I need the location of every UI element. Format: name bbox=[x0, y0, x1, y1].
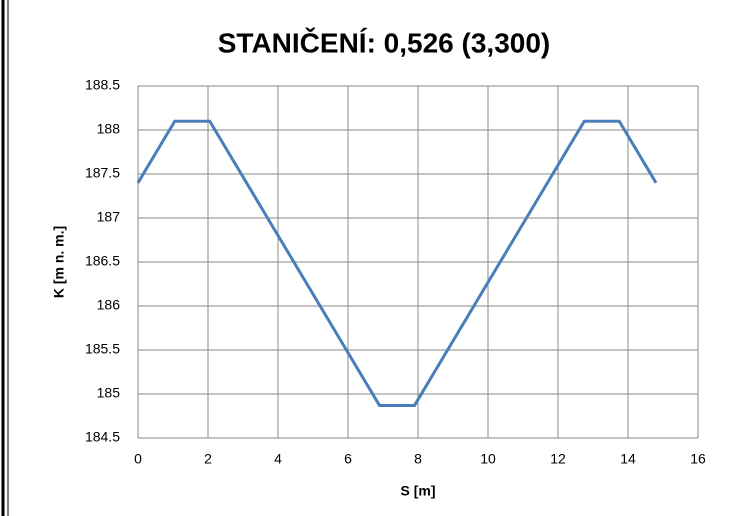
x-tick-label: 8 bbox=[414, 451, 422, 467]
y-axis-label: K [m n. m.] bbox=[51, 226, 67, 298]
x-tick-label: 16 bbox=[690, 451, 706, 467]
x-tick-label: 10 bbox=[480, 451, 496, 467]
x-tick-label: 0 bbox=[134, 451, 142, 467]
y-tick-label: 187 bbox=[97, 209, 121, 225]
x-axis-label: S [m] bbox=[401, 483, 436, 499]
y-tick-label: 188 bbox=[97, 121, 121, 137]
data-line bbox=[136, 119, 658, 407]
x-tick-label: 12 bbox=[550, 451, 566, 467]
y-tick-label: 188.5 bbox=[85, 77, 120, 93]
y-tick-label: 185.5 bbox=[85, 341, 120, 357]
y-tick-label: 186.5 bbox=[85, 253, 120, 269]
chart-title: STANIČENÍ: 0,526 (3,300) bbox=[218, 26, 551, 58]
x-tick-label: 6 bbox=[344, 451, 352, 467]
y-tick-label: 185 bbox=[97, 385, 121, 401]
x-tick-label: 14 bbox=[620, 451, 636, 467]
x-tick-label: 4 bbox=[274, 451, 282, 467]
y-tick-label: 184.5 bbox=[85, 429, 120, 445]
y-tick-label: 187.5 bbox=[85, 165, 120, 181]
x-tick-label: 2 bbox=[204, 451, 212, 467]
y-tick-label: 186 bbox=[97, 297, 121, 313]
